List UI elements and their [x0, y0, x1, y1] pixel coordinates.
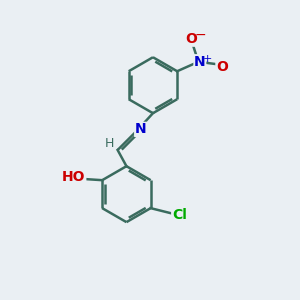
Text: +: + [203, 55, 212, 64]
Text: −: − [195, 28, 206, 42]
Text: N: N [135, 122, 146, 136]
Text: N: N [194, 55, 206, 69]
Text: H: H [105, 137, 114, 150]
Text: Cl: Cl [172, 208, 187, 222]
Text: HO: HO [62, 170, 86, 184]
Text: O: O [185, 32, 197, 46]
Text: O: O [216, 59, 228, 74]
